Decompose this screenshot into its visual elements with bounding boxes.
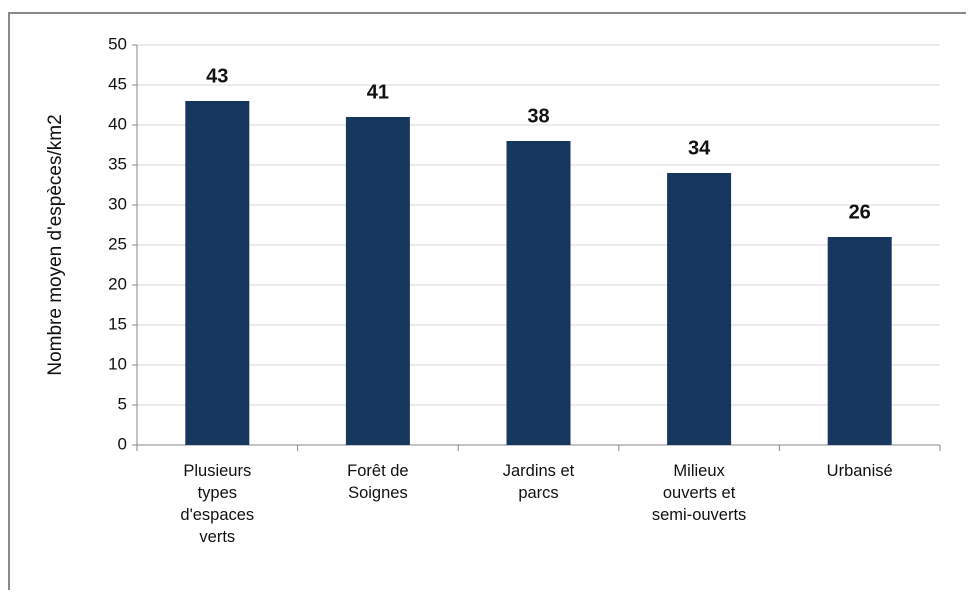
- bar: [667, 173, 732, 445]
- x-tick-label: Milieux ouverts et semi-ouverts: [651, 462, 747, 524]
- y-tick-label: 15: [108, 314, 127, 333]
- frame: [8, 12, 966, 590]
- data-label: 26: [849, 201, 871, 223]
- y-tick-label: 40: [108, 114, 127, 133]
- bar: [345, 117, 410, 445]
- x-tick-label: Urbanisé: [826, 462, 893, 480]
- y-axis-label: Nombre moyen d'espèces/km2: [45, 114, 66, 375]
- data-label: 34: [688, 137, 711, 159]
- data-label: 41: [367, 81, 389, 103]
- y-tick-label: 0: [118, 434, 127, 453]
- y-tick-label: 35: [108, 154, 127, 173]
- x-tick-label: Jardins et parcs: [502, 462, 575, 502]
- x-tick-label: Forêt de Soignes: [347, 462, 409, 502]
- y-tick-label: 50: [108, 34, 127, 53]
- x-tick-label: Plusieurs types d'espaces verts: [180, 462, 255, 546]
- data-label: 43: [206, 65, 228, 87]
- y-tick-label: 30: [108, 194, 127, 213]
- y-tick-label: 20: [108, 274, 127, 293]
- y-tick-label: 10: [108, 354, 127, 373]
- bar: [827, 237, 892, 445]
- data-label: 38: [527, 105, 549, 127]
- y-tick-label: 5: [118, 394, 127, 413]
- y-tick-label: 25: [108, 234, 127, 253]
- bar: [185, 101, 250, 445]
- bar: [506, 141, 571, 445]
- y-tick-label: 45: [108, 74, 127, 93]
